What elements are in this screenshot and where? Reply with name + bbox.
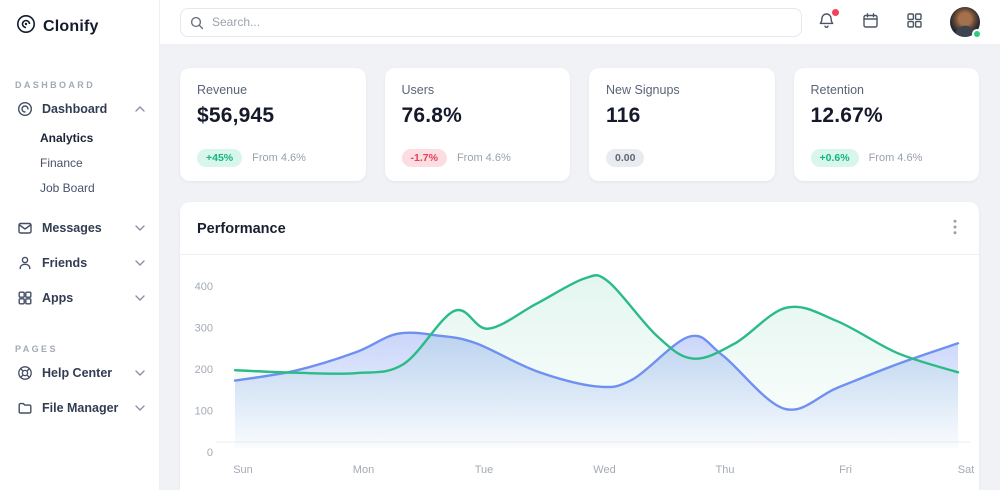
search-input[interactable] [180,7,802,37]
chevron-down-icon[interactable] [135,260,145,266]
stats-row: Revenue $56,945 +45% From 4.6% Users 76.… [180,68,979,181]
stat-label: Retention [810,83,865,97]
sidebar-item-label: Apps [42,291,74,305]
performance-chart[interactable]: 0 100 200 300 400 Sun Mon Tue Wed Thu Fri Sat [180,255,979,490]
stat-card-users[interactable]: Users 76.8% -1.7% From 4.6% [384,68,570,181]
section-label-dashboard: DASHBOARD [15,80,96,90]
svg-text:Tue: Tue [475,464,494,476]
sidebar-item-dashboard[interactable]: Dashboard [0,93,159,125]
notifications-button[interactable] [818,8,839,33]
sidebar-item-label: File Manager [42,401,119,415]
stat-card-retention[interactable]: Retention 12.67% +0.6% From 4.6% [793,68,979,181]
apps-grid-icon [906,12,923,32]
svg-text:100: 100 [195,406,213,418]
sidebar-item-friends[interactable]: Friends [0,247,159,279]
user-icon [17,255,33,271]
stat-change-badge: +0.6% [810,148,859,167]
stat-card-new-signups[interactable]: New Signups 116 0.00 [589,68,775,181]
sidebar-item-help-center[interactable]: Help Center [0,357,159,389]
svg-text:Sun: Sun [233,464,253,476]
search-box [180,7,802,37]
sidebar-subitem-finance[interactable]: Finance [40,155,83,170]
content-area: Revenue $56,945 +45% From 4.6% Users 76.… [160,45,1000,490]
stat-value: $56,945 [197,104,275,127]
sidebar-item-messages[interactable]: Messages [0,212,159,244]
sidebar-subitem-analytics[interactable]: Analytics [40,130,94,145]
sidebar-item-label: Friends [42,256,88,270]
stat-label: Users [401,83,435,97]
stat-note: From 4.6% [456,151,511,164]
svg-text:Sat: Sat [958,464,975,476]
svg-text:Thu: Thu [716,464,735,476]
sidebar: Clonify DASHBOARD Dashboard Analytics Fi… [0,0,160,490]
apps-launcher-button[interactable] [906,12,923,32]
sidebar-item-label: Dashboard [42,102,108,116]
stat-value: 12.67% [810,104,883,127]
topbar-actions [818,7,982,39]
sidebar-item-label: Messages [42,221,102,235]
dashboard-sub-items: Analytics Finance Job Board [0,125,159,200]
logo[interactable]: Clonify [0,0,159,39]
svg-text:Mon: Mon [353,464,374,476]
clonify-logo-icon [16,14,36,39]
lifebuoy-icon [17,365,33,381]
brand-name: Clonify [43,17,99,35]
performance-panel: Performance 0 100 200 300 400 Sun Mon Tue Wed Thu… [180,202,979,490]
panel-menu-button[interactable] [945,215,965,242]
folder-icon [17,400,33,416]
stat-value: 76.8% [401,104,463,127]
stat-change-badge: +45% [197,148,243,167]
stat-note: From 4.6% [252,151,306,164]
stat-change-badge: -1.7% [401,148,447,167]
panel-title: Performance [197,220,286,237]
grid-icon [17,290,33,306]
chevron-down-icon[interactable] [135,225,145,231]
chevron-down-icon[interactable] [135,405,145,411]
chevron-down-icon[interactable] [135,295,145,301]
stat-value: 116 [606,104,641,127]
svg-text:400: 400 [195,281,213,293]
performance-header: Performance [180,202,979,255]
chevron-down-icon[interactable] [135,370,145,376]
bell-icon [818,12,835,33]
online-status-dot [972,29,982,39]
sidebar-subitem-job-board[interactable]: Job Board [40,180,95,195]
stat-note: From 4.6% [868,151,923,164]
kebab-icon [953,219,957,238]
svg-text:200: 200 [195,364,213,376]
svg-text:0: 0 [207,447,213,459]
section-label-pages: PAGES [15,344,58,354]
calendar-icon [862,12,879,32]
sidebar-item-label: Help Center [42,366,113,380]
stat-change-badge: 0.00 [606,148,645,167]
user-avatar[interactable] [950,7,982,39]
topbar [160,0,1000,45]
sidebar-nav: DASHBOARD Dashboard Analytics Finance Jo… [0,39,159,424]
svg-text:300: 300 [195,323,213,335]
calendar-button[interactable] [862,12,879,32]
stat-label: Revenue [197,83,248,97]
svg-text:Wed: Wed [593,464,615,476]
dashboard-icon [17,101,33,117]
stat-card-revenue[interactable]: Revenue $56,945 +45% From 4.6% [180,68,366,181]
sidebar-item-file-manager[interactable]: File Manager [0,392,159,424]
notification-badge-dot [832,8,839,16]
svg-text:Fri: Fri [839,464,852,476]
main-column: Revenue $56,945 +45% From 4.6% Users 76.… [160,0,1000,490]
stat-label: New Signups [606,83,680,97]
chevron-up-icon[interactable] [135,106,145,112]
sidebar-item-apps[interactable]: Apps [0,282,159,314]
mail-icon [17,220,33,236]
